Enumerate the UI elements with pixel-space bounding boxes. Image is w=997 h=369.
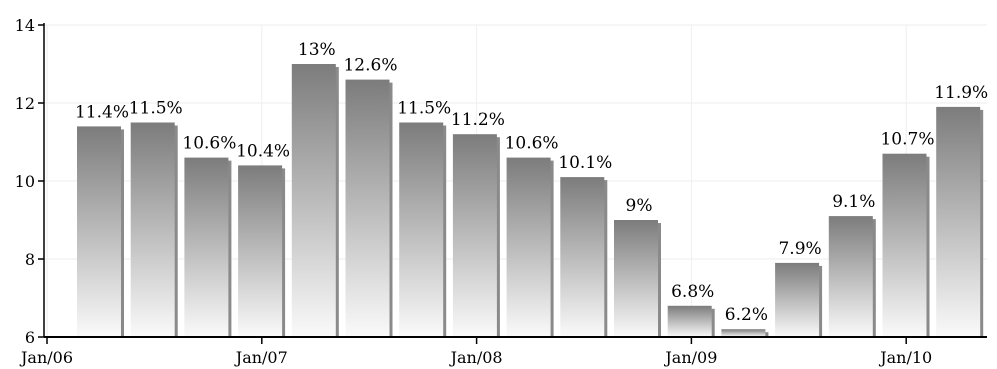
bar[interactable] <box>238 165 283 337</box>
y-tick-label: 6 <box>25 328 35 347</box>
bar[interactable] <box>452 134 497 337</box>
y-tick-label: 8 <box>25 250 35 269</box>
axes: 6 8 10 12 14 Jan/06 Jan/07 Jan/08 Jan/09 Jan/10 <box>15 16 987 367</box>
bar-value-label: 10.7% <box>880 130 934 150</box>
bar-value-label: 11.2% <box>451 110 505 130</box>
bar[interactable] <box>828 216 873 337</box>
bar-value-label: 6.8% <box>671 282 714 302</box>
bar[interactable] <box>506 157 551 337</box>
bar-value-label: 11.5% <box>129 99 183 119</box>
bar[interactable] <box>130 122 175 338</box>
bar[interactable] <box>184 157 229 337</box>
bar[interactable] <box>667 305 712 337</box>
bar[interactable] <box>614 220 658 337</box>
data-labels: 11.4% 11.5%10.6% 10.4%13%12.6%11.5%11.2%10… <box>75 40 988 325</box>
x-tick-label: Jan/07 <box>234 348 288 367</box>
bar-value-label: 7.9% <box>778 239 821 259</box>
bar-value-label: 11.4% <box>75 102 129 122</box>
bar-value-label: 11.9% <box>934 83 988 103</box>
bars <box>77 64 984 338</box>
bar[interactable] <box>291 64 336 337</box>
bar-value-label: 9.1% <box>832 192 875 212</box>
y-tick-label: 10 <box>15 172 35 191</box>
bar[interactable] <box>345 79 390 337</box>
bar-value-label: 10.1% <box>558 153 612 173</box>
bar[interactable] <box>721 329 766 337</box>
bar-value-label: 11.5% <box>397 99 451 119</box>
bar-value-label: 9% <box>626 196 653 216</box>
x-tick-label: Jan/10 <box>878 348 932 367</box>
bar[interactable] <box>560 177 605 337</box>
y-tick-label: 14 <box>15 16 35 35</box>
bar[interactable] <box>882 153 927 337</box>
x-tick-label: Jan/08 <box>449 348 503 367</box>
bar[interactable] <box>77 126 121 338</box>
bar[interactable] <box>936 106 981 338</box>
bar-value-label: 10.6% <box>505 134 559 154</box>
x-tick-label: Jan/06 <box>19 348 73 367</box>
bar-value-label: 13% <box>298 40 336 60</box>
bar-value-label: 6.2% <box>725 305 768 325</box>
bar-value-label: 10.6% <box>182 134 236 154</box>
x-tick-label: Jan/09 <box>663 348 717 367</box>
bar[interactable] <box>775 262 820 337</box>
y-tick-label: 12 <box>15 94 35 113</box>
bar-value-label: 12.6% <box>343 56 397 76</box>
bar-value-label: 10.4% <box>236 141 290 161</box>
bar[interactable] <box>399 122 444 338</box>
